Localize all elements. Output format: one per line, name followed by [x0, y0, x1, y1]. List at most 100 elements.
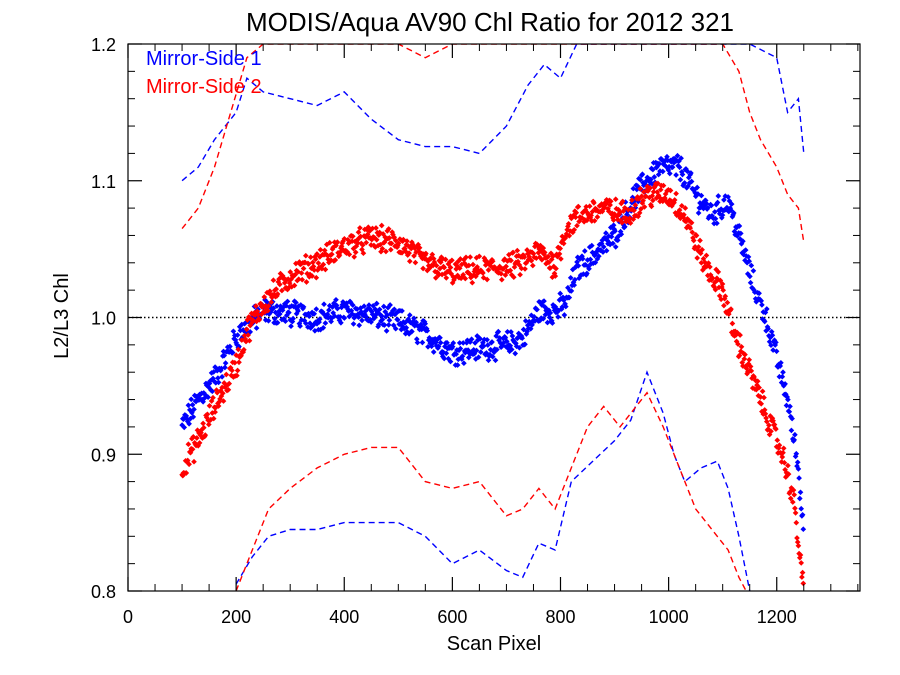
data-point	[703, 252, 710, 259]
data-point	[395, 240, 402, 247]
data-point	[265, 317, 272, 324]
data-point	[762, 410, 769, 417]
data-point	[697, 237, 703, 244]
data-point	[799, 511, 806, 518]
data-point	[234, 332, 241, 338]
data-point	[430, 349, 437, 355]
data-point	[612, 244, 619, 250]
data-point	[781, 459, 788, 466]
data-point	[573, 209, 580, 216]
data-point	[690, 237, 697, 244]
data-point	[761, 394, 767, 401]
data-point	[707, 264, 713, 270]
data-point	[276, 311, 283, 317]
data-point	[724, 299, 731, 306]
data-point	[496, 335, 503, 341]
data-point	[361, 303, 367, 310]
data-point	[355, 229, 362, 236]
data-point	[463, 254, 469, 261]
data-point	[759, 302, 765, 308]
data-point	[229, 349, 236, 356]
data-point	[489, 339, 495, 345]
data-point	[219, 373, 225, 380]
data-point	[583, 203, 590, 210]
data-point	[560, 240, 567, 247]
data-point	[714, 199, 721, 206]
data-point	[456, 265, 463, 272]
data-point	[293, 299, 299, 306]
data-point	[565, 220, 572, 227]
data-point	[792, 510, 799, 516]
data-point	[605, 208, 612, 215]
data-point	[673, 190, 679, 197]
data-point	[566, 294, 573, 301]
data-point	[632, 202, 639, 208]
data-point	[334, 305, 341, 312]
data-point	[460, 340, 467, 346]
data-point	[357, 225, 363, 231]
data-point	[234, 367, 241, 374]
data-point	[660, 182, 667, 189]
data-point	[253, 325, 260, 331]
data-point	[610, 217, 617, 223]
data-point	[290, 315, 296, 322]
series-1-upper-envelope-line	[181, 44, 805, 182]
data-point	[607, 202, 613, 208]
data-point	[381, 322, 388, 328]
data-point	[639, 171, 646, 178]
data-point	[406, 250, 412, 256]
data-point	[518, 265, 525, 272]
data-point	[373, 236, 380, 243]
data-point	[309, 259, 316, 266]
data-point	[586, 203, 593, 210]
data-point	[676, 164, 683, 171]
data-point	[673, 172, 679, 178]
data-point	[512, 350, 519, 357]
data-point	[742, 351, 748, 358]
data-point	[788, 427, 795, 434]
data-point	[627, 220, 634, 226]
data-point	[797, 489, 804, 496]
data-point	[229, 367, 235, 374]
data-point	[591, 200, 597, 206]
data-point	[549, 320, 556, 326]
data-point	[286, 309, 292, 316]
data-point	[776, 373, 783, 380]
plot-frame	[127, 43, 861, 592]
data-point	[796, 475, 802, 481]
data-point	[787, 495, 794, 502]
data-point	[728, 306, 734, 312]
data-point	[322, 320, 329, 326]
data-point	[200, 424, 207, 431]
data-point	[238, 352, 244, 359]
data-point	[385, 322, 392, 328]
x-tick-label: 600	[437, 607, 467, 627]
data-point	[656, 160, 663, 167]
data-point	[209, 388, 216, 395]
data-point	[204, 411, 211, 418]
data-point	[332, 257, 339, 263]
data-point	[657, 186, 664, 193]
data-point	[579, 255, 586, 262]
data-point	[514, 247, 521, 254]
data-point	[575, 262, 582, 269]
data-point	[312, 256, 319, 263]
data-point	[737, 230, 744, 237]
data-point	[508, 346, 515, 353]
data-point	[442, 256, 449, 263]
data-point	[231, 359, 238, 366]
data-point	[785, 396, 791, 403]
data-point	[189, 446, 196, 453]
data-point	[313, 274, 320, 281]
data-point	[798, 505, 805, 512]
data-point	[748, 262, 755, 269]
data-point	[477, 336, 483, 342]
data-point	[338, 319, 344, 326]
data-point	[674, 152, 681, 159]
data-point	[443, 275, 450, 281]
data-point	[378, 313, 385, 319]
data-point	[376, 306, 383, 313]
data-point	[655, 180, 661, 187]
data-point	[449, 257, 455, 264]
